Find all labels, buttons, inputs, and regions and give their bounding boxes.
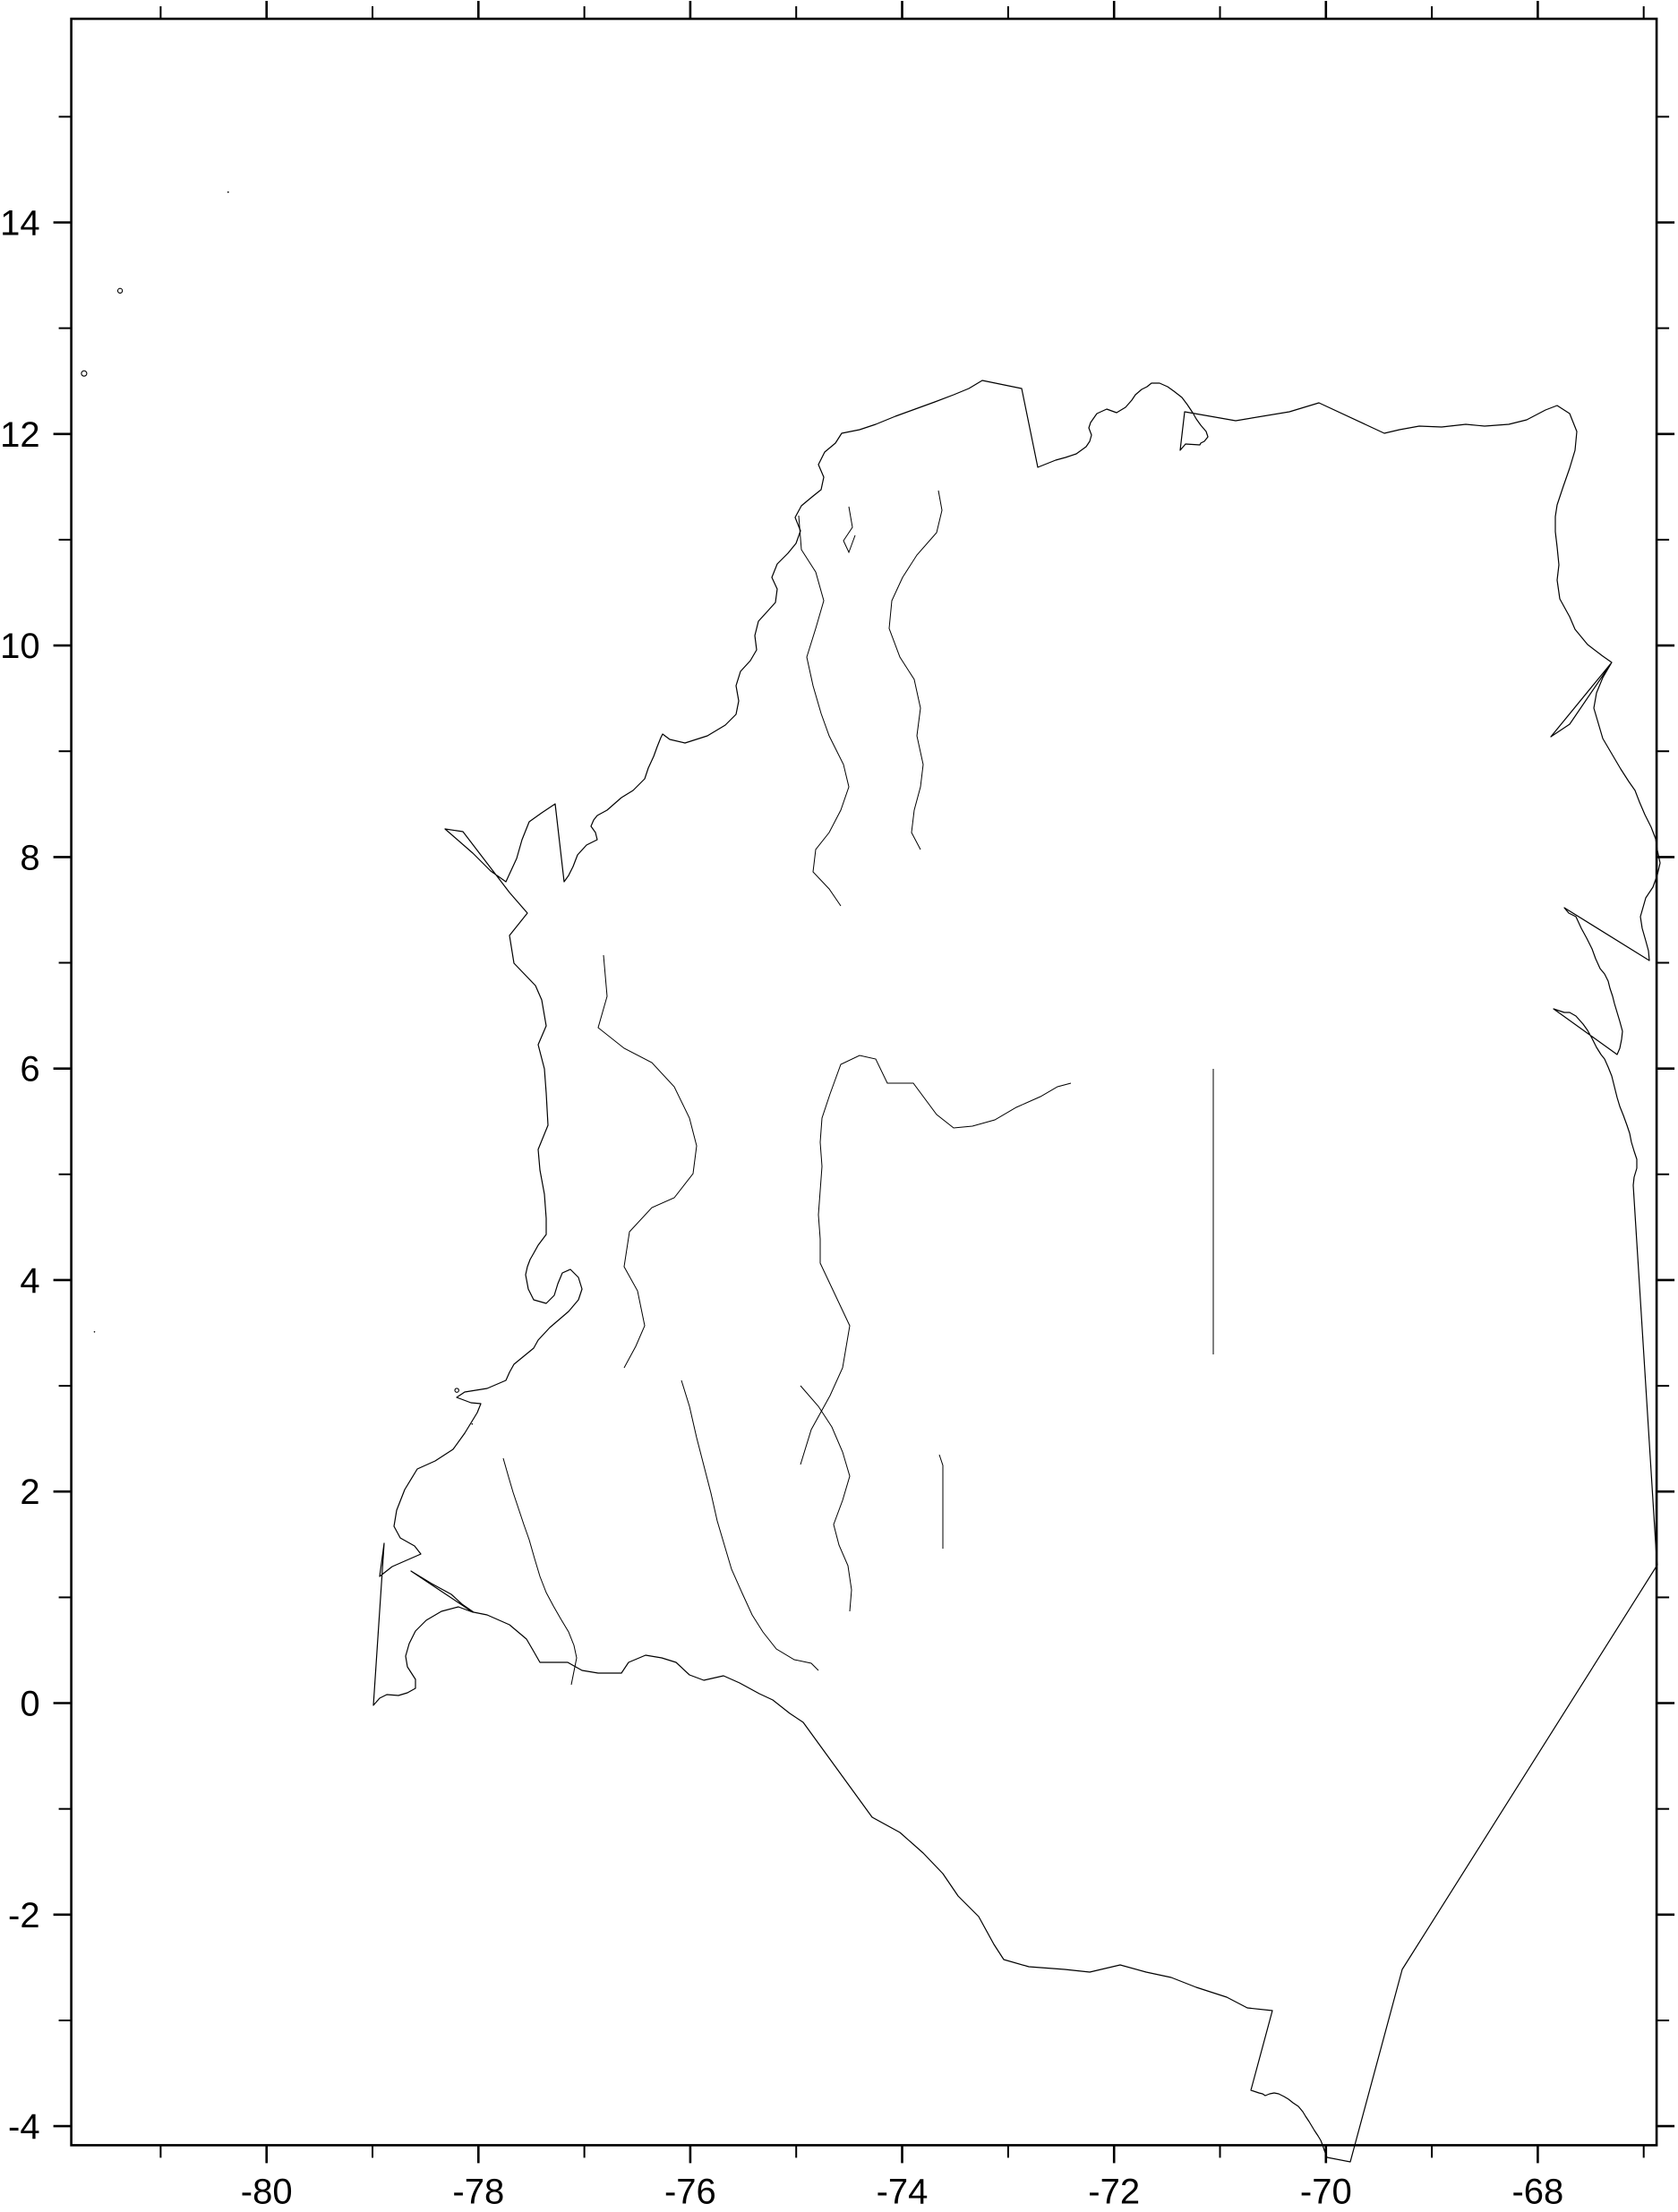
svg-text:8: 8 [20, 838, 39, 877]
svg-text:-2: -2 [8, 1896, 40, 1935]
svg-text:6: 6 [20, 1050, 39, 1089]
svg-text:-74: -74 [877, 2172, 929, 2211]
svg-text:0: 0 [20, 1685, 39, 1724]
svg-text:10: 10 [0, 627, 40, 666]
svg-text:14: 14 [0, 204, 40, 243]
svg-text:4: 4 [20, 1261, 39, 1301]
svg-text:-78: -78 [452, 2172, 504, 2211]
svg-text:-4: -4 [8, 2107, 40, 2147]
svg-text:12: 12 [0, 415, 40, 455]
svg-text:-76: -76 [664, 2172, 716, 2211]
svg-text:-68: -68 [1511, 2172, 1563, 2211]
svg-text:-70: -70 [1300, 2172, 1352, 2211]
svg-text:-72: -72 [1088, 2172, 1140, 2211]
svg-text:2: 2 [20, 1473, 39, 1512]
svg-text:-80: -80 [241, 2172, 293, 2211]
